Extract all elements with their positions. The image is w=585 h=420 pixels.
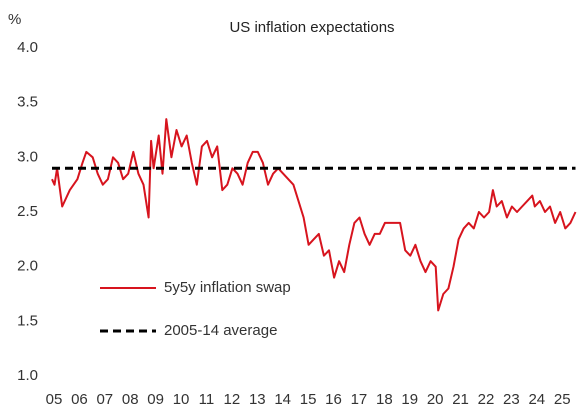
x-tick-label: 16 bbox=[325, 391, 342, 408]
x-tick-label: 07 bbox=[96, 391, 113, 408]
x-tick-label: 22 bbox=[478, 391, 495, 408]
x-tick-label: 17 bbox=[351, 391, 368, 408]
y-tick-label: 3.5 bbox=[17, 94, 38, 111]
x-tick-label: 13 bbox=[249, 391, 266, 408]
x-tick-label: 12 bbox=[224, 391, 241, 408]
y-tick-label: 1.0 bbox=[17, 367, 38, 384]
x-tick-label: 09 bbox=[147, 391, 164, 408]
x-tick-label: 24 bbox=[528, 391, 545, 408]
x-tick-label: 18 bbox=[376, 391, 393, 408]
series-line bbox=[51, 118, 577, 312]
x-tick-label: 11 bbox=[199, 391, 215, 408]
x-tick-label: 05 bbox=[46, 391, 63, 408]
y-tick-label: 2.0 bbox=[17, 258, 38, 275]
chart-title: US inflation expectations bbox=[229, 19, 394, 36]
x-tick-label: 25 bbox=[554, 391, 571, 408]
x-tick-label: 10 bbox=[173, 391, 190, 408]
y-axis-label: % bbox=[8, 11, 21, 28]
legend-label: 2005-14 average bbox=[164, 322, 277, 339]
x-tick-label: 08 bbox=[122, 391, 139, 408]
x-tick-label: 14 bbox=[274, 391, 291, 408]
x-tick-label: 23 bbox=[503, 391, 520, 408]
x-tick-label: 21 bbox=[452, 391, 469, 408]
y-tick-label: 4.0 bbox=[17, 39, 38, 56]
x-tick-label: 19 bbox=[401, 391, 418, 408]
y-tick-label: 3.0 bbox=[17, 148, 38, 165]
x-tick-label: 06 bbox=[71, 391, 88, 408]
y-tick-label: 2.5 bbox=[17, 203, 38, 220]
legend-label: 5y5y inflation swap bbox=[164, 279, 291, 296]
x-tick-label: 20 bbox=[427, 391, 444, 408]
x-tick-label: 15 bbox=[300, 391, 317, 408]
y-tick-label: 1.5 bbox=[17, 312, 38, 329]
